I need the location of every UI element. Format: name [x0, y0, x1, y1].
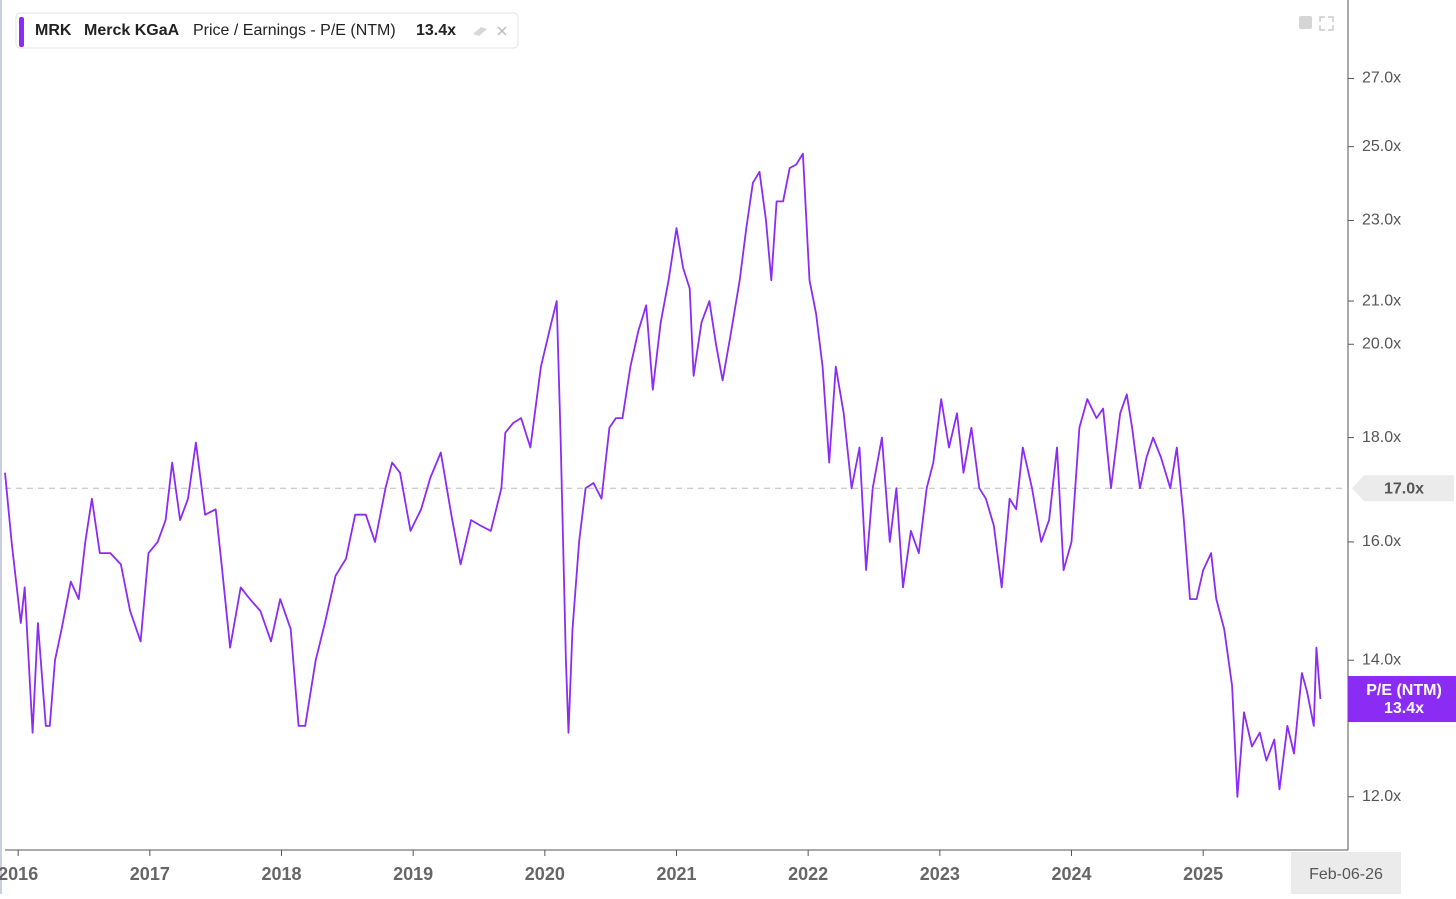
export-icon[interactable] [1299, 16, 1312, 29]
x-tick-label: 2017 [130, 864, 170, 884]
reference-label-box [1352, 475, 1454, 502]
y-tick-label: 23.0x [1362, 212, 1401, 229]
date-marker: Feb-06-26 [1309, 866, 1383, 883]
company: Merck KGaA [84, 22, 180, 39]
x-tick-label: 2024 [1051, 864, 1091, 884]
metric: Price / Earnings - P/E (NTM) [193, 22, 396, 39]
current-value: 13.4x [1384, 700, 1424, 717]
ticker: MRK [35, 22, 72, 39]
date-marker-box [1291, 852, 1401, 894]
x-tick-label: 2019 [393, 864, 433, 884]
x-tick-label: 2018 [261, 864, 301, 884]
y-tick-label: 12.0x [1362, 788, 1401, 805]
layers-icon[interactable] [473, 27, 487, 36]
fullscreen-icon[interactable] [1319, 16, 1334, 31]
y-tick-label: 25.0x [1362, 138, 1401, 155]
x-tick-label: 2021 [656, 864, 696, 884]
x-tick-label: 2023 [920, 864, 960, 884]
x-tick-label: 2025 [1183, 864, 1223, 884]
reference-label: 17.0x [1384, 480, 1424, 497]
current-series-name: P/E (NTM) [1366, 682, 1442, 699]
y-tick-label: 18.0x [1362, 429, 1401, 446]
close-icon[interactable] [497, 26, 507, 36]
legend-box: MRK Merck KGaA Price / Earnings - P/E (N… [15, 12, 519, 49]
price-line [4, 152, 1322, 798]
y-tick-label: 14.0x [1362, 651, 1401, 668]
legend-swatch [19, 17, 24, 47]
x-tick-label: 2022 [788, 864, 828, 884]
y-tick-label: 16.0x [1362, 533, 1401, 550]
x-tick-label: 2016 [0, 864, 38, 884]
y-tick-label: 20.0x [1362, 335, 1401, 352]
x-tick-label: 2020 [525, 864, 565, 884]
legend-value: 13.4x [416, 22, 456, 39]
y-tick-label: 21.0x [1362, 292, 1401, 309]
y-tick-label: 27.0x [1362, 70, 1401, 87]
current-value-box [1348, 676, 1456, 723]
legend-frame [15, 12, 519, 49]
